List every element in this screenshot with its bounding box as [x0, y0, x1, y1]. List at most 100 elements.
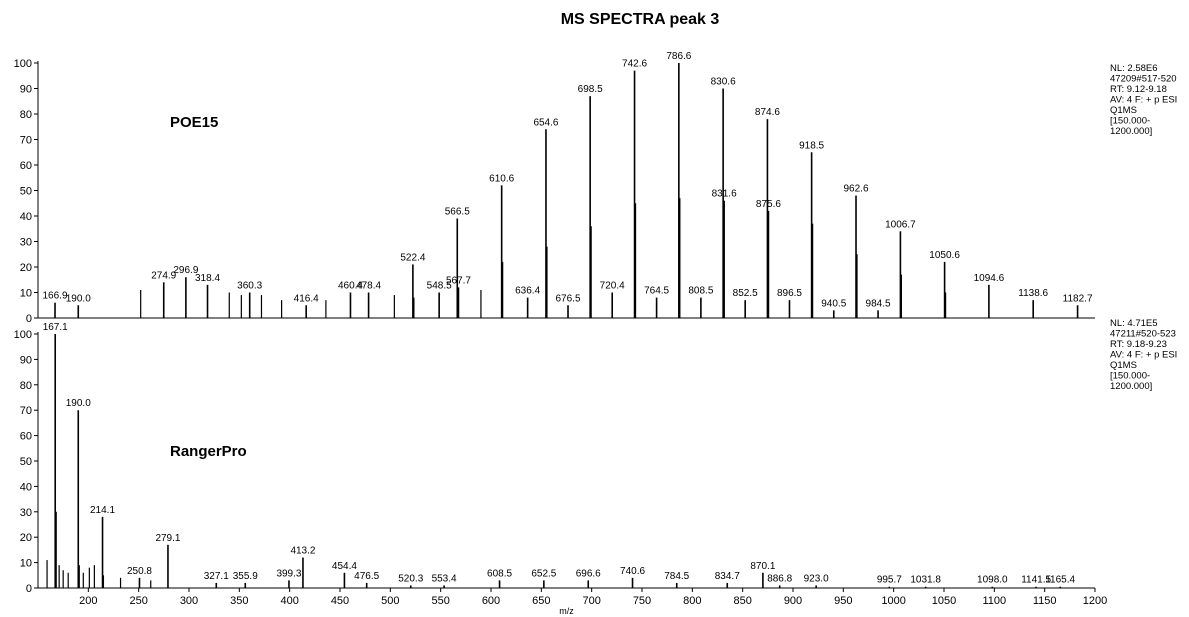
peak-label: 279.1	[155, 533, 180, 544]
peak-label: 355.9	[233, 571, 258, 582]
x-tick-label: 1000	[881, 595, 905, 607]
peak-label: 190.0	[66, 398, 91, 409]
peak-label: 808.5	[688, 286, 713, 297]
y-tick-label: 70	[20, 135, 32, 147]
peak-label: 567.7	[446, 275, 471, 286]
header-note: 1200.000]	[1110, 126, 1152, 137]
peak-label: 460.4	[338, 281, 363, 292]
peak-label: 1050.6	[929, 250, 960, 261]
x-tick-label: 900	[784, 595, 802, 607]
y-tick-label: 0	[26, 583, 32, 595]
peak-label: 784.5	[664, 571, 689, 582]
x-tick-label: 1100	[983, 595, 1007, 607]
header-note: RT: 9.18-9.23	[1110, 339, 1167, 350]
header-note: Q1MS	[1110, 360, 1137, 371]
panel-label: RangerPro	[170, 443, 247, 460]
header-note: 47211#520-523	[1110, 329, 1176, 340]
peak-label: 610.6	[489, 173, 514, 184]
y-tick-label: 60	[20, 160, 32, 172]
peak-label: 676.5	[555, 293, 580, 304]
x-tick-label: 500	[381, 595, 399, 607]
y-tick-label: 40	[20, 481, 32, 493]
peak-label: 166.9	[42, 291, 67, 302]
peak-label: 478.4	[356, 281, 381, 292]
y-tick-label: 20	[20, 262, 32, 274]
peak-label: 896.5	[777, 288, 802, 299]
peak-label: 250.8	[127, 566, 152, 577]
peak-label: 413.2	[290, 546, 315, 557]
x-tick-label: 400	[280, 595, 298, 607]
y-tick-label: 20	[20, 532, 32, 544]
y-tick-label: 40	[20, 211, 32, 223]
x-tick-label: 350	[230, 595, 248, 607]
header-note: Q1MS	[1110, 105, 1137, 116]
peak-label: 566.5	[445, 207, 470, 218]
y-tick-label: 70	[20, 405, 32, 417]
header-note: [150.000-	[1110, 116, 1150, 127]
chart-title: MS SPECTRA peak 3	[561, 11, 720, 28]
peak-label: 1094.6	[974, 273, 1005, 284]
peak-label: 696.6	[576, 568, 601, 579]
peak-label: 995.7	[877, 575, 902, 586]
header-note: NL: 2.58E6	[1110, 63, 1158, 74]
peak-label: 274.9	[151, 270, 176, 281]
header-note: RT: 9.12-9.18	[1110, 84, 1167, 95]
peak-label: 764.5	[644, 286, 669, 297]
peak-label: 360.3	[237, 281, 262, 292]
x-tick-label: 750	[633, 595, 651, 607]
peak-label: 886.8	[767, 573, 792, 584]
peak-label: 874.6	[755, 107, 780, 118]
peak-label: 1098.0	[977, 575, 1008, 586]
peak-label: 214.1	[90, 505, 115, 516]
y-tick-label: 100	[14, 329, 32, 341]
x-tick-label: 700	[582, 595, 600, 607]
y-tick-label: 30	[20, 237, 32, 249]
y-tick-label: 80	[20, 380, 32, 392]
peak-label: 1165.4	[1045, 575, 1075, 586]
x-tick-label: 1050	[932, 595, 956, 607]
peak-label: 399.3	[276, 568, 301, 579]
y-tick-label: 50	[20, 186, 32, 198]
header-note: AV: 4 F: + p ESI	[1110, 95, 1177, 106]
peak-label: 923.0	[804, 573, 829, 584]
x-tick-label: 1200	[1083, 595, 1107, 607]
header-note: 47209#517-520	[1110, 74, 1177, 85]
peak-label: 416.4	[294, 293, 319, 304]
peak-label: 1006.7	[885, 219, 916, 230]
peak-label: 940.5	[821, 298, 846, 309]
y-tick-label: 30	[20, 507, 32, 519]
y-tick-label: 80	[20, 109, 32, 121]
y-tick-label: 90	[20, 84, 32, 96]
x-tick-label: 450	[331, 595, 349, 607]
peak-label: 476.5	[354, 571, 379, 582]
x-tick-label: 1150	[1033, 595, 1057, 607]
peak-label: 918.5	[799, 140, 824, 151]
peak-label: 652.5	[531, 568, 556, 579]
y-tick-label: 60	[20, 431, 32, 443]
header-note: [150.000-	[1110, 371, 1150, 382]
peak-label: 1138.6	[1018, 288, 1048, 299]
x-tick-label: 300	[180, 595, 198, 607]
x-tick-label: 950	[834, 595, 852, 607]
peak-label: 296.9	[173, 265, 198, 276]
peak-label: 167.1	[43, 322, 68, 333]
x-tick-label: 250	[129, 595, 147, 607]
x-axis-label: m/z	[559, 606, 574, 616]
y-tick-label: 100	[14, 58, 32, 70]
y-tick-label: 0	[26, 313, 32, 325]
x-tick-label: 600	[482, 595, 500, 607]
peak-label: 1141.5	[1021, 575, 1051, 586]
peak-label: 831.6	[712, 189, 737, 200]
header-note: 1200.000]	[1110, 381, 1152, 392]
peak-label: 740.6	[620, 566, 645, 577]
peak-label: 984.5	[866, 298, 891, 309]
peak-label: 742.6	[622, 59, 647, 70]
header-note: AV: 4 F: + p ESI	[1110, 350, 1177, 361]
x-tick-label: 200	[79, 595, 97, 607]
peak-label: 962.6	[844, 184, 869, 195]
x-tick-label: 800	[683, 595, 701, 607]
y-tick-label: 90	[20, 354, 32, 366]
x-tick-label: 850	[733, 595, 751, 607]
peak-label: 318.4	[195, 273, 220, 284]
